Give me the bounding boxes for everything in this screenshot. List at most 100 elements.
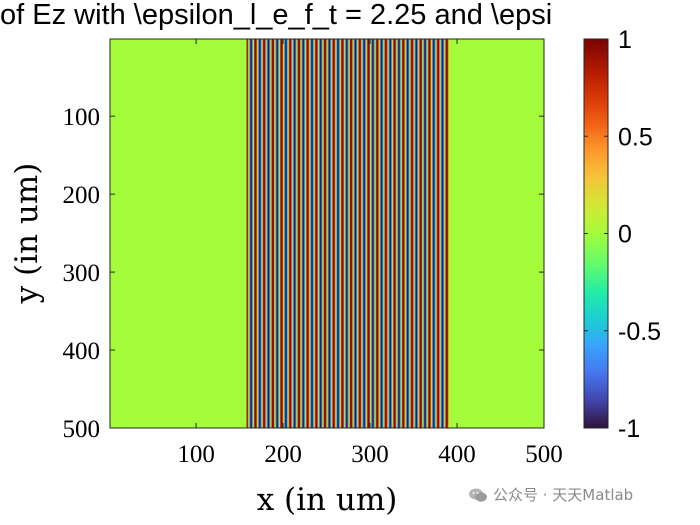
heatmap-stripe xyxy=(367,39,369,428)
heatmap-stripe xyxy=(392,39,394,428)
heatmap-stripe xyxy=(363,39,365,428)
heatmap-stripe xyxy=(266,39,268,428)
heatmap-stripe xyxy=(313,39,315,428)
heatmap-stripe xyxy=(271,39,273,428)
heatmap-stripe xyxy=(350,39,352,428)
heatmap-stripe xyxy=(282,39,284,428)
heatmap-stripe xyxy=(415,39,417,428)
heatmap-stripe xyxy=(298,39,300,428)
y-axis-label: y (in um) xyxy=(9,163,45,305)
heatmap-stripe xyxy=(328,39,330,428)
heatmap-stripe xyxy=(320,39,322,428)
heatmap-stripe xyxy=(333,39,335,428)
heatmap-stripe xyxy=(401,39,403,428)
heatmap-stripe xyxy=(270,39,272,428)
heatmap-stripe xyxy=(414,39,416,428)
heatmap-stripe xyxy=(330,39,332,428)
heatmap-stripe xyxy=(423,39,425,428)
heatmap-stripe xyxy=(435,39,437,428)
heatmap-stripe xyxy=(291,39,293,428)
heatmap-stripe xyxy=(395,39,397,428)
heatmap-stripe xyxy=(385,39,387,428)
heatmap-stripe xyxy=(288,39,290,428)
heatmap-stripe xyxy=(382,39,384,428)
heatmap-stripe xyxy=(448,39,450,428)
heatmap-stripe xyxy=(359,39,361,428)
heatmap-stripe xyxy=(305,39,307,428)
heatmap-stripe xyxy=(247,39,249,428)
heatmap-stripe xyxy=(262,39,264,428)
heatmap-stripe xyxy=(284,39,286,428)
heatmap-stripe xyxy=(269,39,270,428)
heatmap-stripe xyxy=(429,39,431,428)
colorbar-tick-label: -1 xyxy=(618,415,640,443)
heatmap-stripe xyxy=(248,39,250,428)
heatmap-stripe xyxy=(251,39,253,428)
heatmap-stripe xyxy=(252,39,254,428)
heatmap-stripe xyxy=(358,39,360,428)
heatmap-stripe xyxy=(255,39,257,428)
heatmap-stripe xyxy=(358,39,360,428)
heatmap-stripe xyxy=(436,39,437,428)
heatmap-stripe xyxy=(287,39,289,428)
heatmap-stripe xyxy=(326,39,327,428)
heatmap-stripe xyxy=(263,39,265,428)
colorbar-tick-label: 0.5 xyxy=(618,123,653,151)
heatmap-stripe xyxy=(350,39,352,428)
heatmap-stripe xyxy=(382,39,384,428)
heatmap-stripe xyxy=(348,39,350,428)
heatmap-stripe xyxy=(338,39,340,428)
heatmap-stripe xyxy=(266,39,267,428)
plot-frame xyxy=(109,38,545,429)
heatmap-stripe xyxy=(306,39,308,428)
heatmap-stripe xyxy=(348,39,350,428)
heatmap-stripe xyxy=(281,39,283,428)
heatmap-stripe xyxy=(337,39,339,428)
heatmap-stripe xyxy=(398,39,400,428)
heatmap-stripe xyxy=(430,39,432,428)
heatmap-stripe xyxy=(446,39,448,428)
heatmap-stripe xyxy=(420,39,422,428)
heatmap-stripe xyxy=(257,39,259,428)
heatmap-stripe xyxy=(368,39,370,428)
heatmap-stripe xyxy=(434,39,436,428)
heatmap-stripe xyxy=(368,39,370,428)
heatmap-stripe xyxy=(398,39,400,428)
heatmap-stripe xyxy=(406,39,408,428)
heatmap-stripe xyxy=(436,39,438,428)
heatmap-stripe xyxy=(283,39,284,428)
heatmap-stripe xyxy=(401,39,403,428)
heatmap-stripe xyxy=(296,39,298,428)
heatmap-stripe xyxy=(246,39,248,428)
heatmap-stripe xyxy=(324,39,326,428)
heatmap-stripe xyxy=(275,39,277,428)
watermark: 公众号 · 天天Matlab xyxy=(468,484,633,505)
heatmap-stripe xyxy=(402,39,404,428)
heatmap-stripe xyxy=(447,39,448,428)
heatmap-stripe xyxy=(323,39,325,428)
heatmap-stripe xyxy=(334,39,336,428)
heatmap-stripe xyxy=(330,39,331,428)
heatmap-stripe xyxy=(257,39,259,428)
heatmap-stripe xyxy=(338,39,340,428)
heatmap-stripe xyxy=(261,39,263,428)
heatmap-stripe xyxy=(445,39,447,428)
heatmap-stripe xyxy=(309,39,310,428)
heatmap-stripe xyxy=(311,39,313,428)
heatmap-stripe xyxy=(339,39,341,428)
heatmap-stripe xyxy=(391,39,393,428)
heatmap-stripe xyxy=(425,39,427,428)
heatmap-stripe xyxy=(325,39,327,428)
heatmap-stripe xyxy=(381,39,383,428)
heatmap-stripe xyxy=(341,39,343,428)
heatmap-stripe xyxy=(419,39,421,428)
heatmap-stripe xyxy=(352,39,354,428)
heatmap-stripe xyxy=(373,39,375,428)
x-axis-label: x (in um) xyxy=(257,482,398,518)
heatmap-stripe xyxy=(248,39,250,428)
heatmap-stripe xyxy=(380,39,382,428)
heatmap-stripe xyxy=(274,39,276,428)
heatmap-stripe xyxy=(386,39,388,428)
heatmap-stripe xyxy=(332,39,334,428)
heatmap-stripe xyxy=(313,39,314,428)
